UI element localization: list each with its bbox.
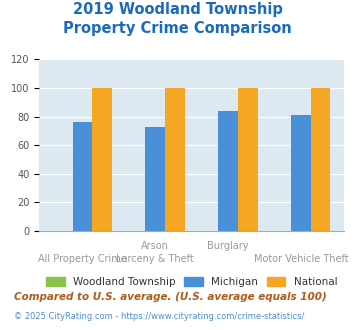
Text: 2019 Woodland Township: 2019 Woodland Township xyxy=(72,2,283,16)
Bar xyxy=(238,88,258,231)
Text: © 2025 CityRating.com - https://www.cityrating.com/crime-statistics/: © 2025 CityRating.com - https://www.city… xyxy=(14,312,305,321)
Bar xyxy=(218,111,238,231)
Legend: Woodland Township, Michigan, National: Woodland Township, Michigan, National xyxy=(43,274,340,290)
Bar xyxy=(165,88,185,231)
Text: Property Crime Comparison: Property Crime Comparison xyxy=(63,21,292,36)
Bar xyxy=(311,88,331,231)
Text: Arson: Arson xyxy=(141,241,169,251)
Bar xyxy=(92,88,112,231)
Text: All Property Crime: All Property Crime xyxy=(38,254,127,264)
Bar xyxy=(72,122,92,231)
Bar xyxy=(146,127,165,231)
Text: Compared to U.S. average. (U.S. average equals 100): Compared to U.S. average. (U.S. average … xyxy=(14,292,327,302)
Bar xyxy=(291,115,311,231)
Text: Burglary: Burglary xyxy=(207,241,249,251)
Text: Motor Vehicle Theft: Motor Vehicle Theft xyxy=(254,254,348,264)
Text: Larceny & Theft: Larceny & Theft xyxy=(116,254,194,264)
